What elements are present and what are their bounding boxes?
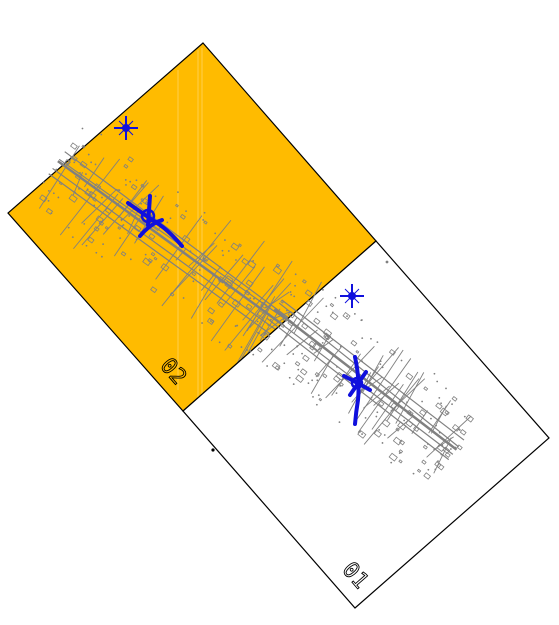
sheet-01[interactable]: 01 xyxy=(182,240,550,609)
sheet-01-route xyxy=(342,355,372,426)
sheet-02[interactable]: 02 xyxy=(7,42,377,412)
sheet-02-scan-lines xyxy=(177,48,203,402)
marker-dot xyxy=(211,448,215,452)
marker-dot xyxy=(385,260,389,264)
sheet-01-map-linework xyxy=(246,279,475,480)
north-arrow-icon xyxy=(340,284,364,308)
north-arrow-icon xyxy=(114,116,138,140)
sheet-01-frame[interactable] xyxy=(182,240,550,609)
sheet-02-route xyxy=(126,194,184,248)
